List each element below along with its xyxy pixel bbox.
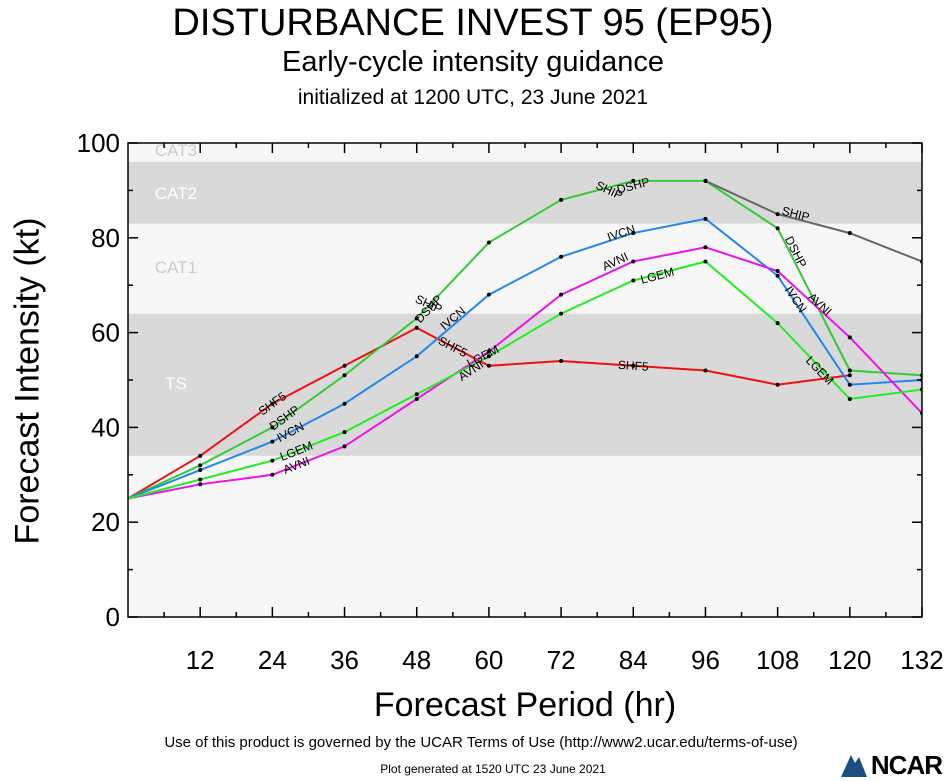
data-point-lgem — [342, 430, 347, 435]
data-point-avni — [486, 349, 491, 354]
data-point-shf5 — [775, 382, 780, 387]
data-point-avni — [414, 396, 419, 401]
data-point-dshp — [414, 316, 419, 321]
chart-subtitle: Early-cycle intensity guidance — [281, 46, 664, 78]
data-point-ship — [775, 212, 780, 217]
y-axis-label: Forecast Intensity (kt) — [8, 217, 47, 545]
series-label-ship: SHIP — [780, 204, 811, 225]
data-point-avni — [775, 268, 780, 273]
plot-generated-time: Plot generated at 1520 UTC 23 June 2021 — [380, 762, 606, 776]
x-tick-label: 84 — [619, 645, 648, 675]
data-point-ivcn — [631, 231, 636, 236]
ncar-logo: NCAR — [839, 749, 943, 780]
data-point-lgem — [775, 321, 780, 326]
x-tick-label: 132 — [900, 645, 943, 675]
series-line-avni — [128, 246, 922, 500]
x-tick-label: 60 — [474, 645, 503, 675]
data-point-shf5 — [847, 373, 852, 378]
data-point-dshp — [270, 425, 275, 430]
data-point-shf5 — [631, 363, 636, 368]
data-point-dshp — [486, 240, 491, 245]
data-point-shf5 — [559, 359, 564, 364]
data-point-dshp — [198, 463, 203, 468]
data-point-lgem — [270, 458, 275, 463]
band-label-cat2: CAT2 — [155, 184, 197, 203]
band-cat3 — [128, 143, 922, 162]
data-point-dshp — [631, 178, 636, 183]
x-tick-label: 12 — [186, 645, 215, 675]
data-point-dshp — [342, 373, 347, 378]
x-tick-label: 48 — [402, 645, 431, 675]
x-tick-label: 24 — [258, 645, 287, 675]
chart-title: DISTURBANCE INVEST 95 (EP95) — [172, 2, 774, 44]
band-ts — [128, 313, 922, 456]
data-point-ivcn — [414, 354, 419, 359]
ncar-logo-icon — [840, 755, 867, 777]
data-point-avni — [847, 335, 852, 340]
data-point-lgem — [847, 396, 852, 401]
data-point-ivcn — [486, 292, 491, 297]
y-tick-label: 0 — [106, 602, 120, 632]
data-point-shf5 — [198, 453, 203, 458]
data-point-shf5 — [342, 363, 347, 368]
data-point-lgem — [559, 311, 564, 316]
ncar-logo-text: NCAR — [870, 749, 943, 780]
data-point-lgem — [703, 259, 708, 264]
series-line-ivcn — [128, 217, 922, 500]
band-label-cat1: CAT1 — [155, 258, 197, 277]
series-line-ship — [705, 179, 922, 263]
data-point-ship — [703, 178, 708, 183]
data-point-dshp — [559, 197, 564, 202]
y-tick-label: 40 — [91, 412, 120, 442]
data-point-lgem — [414, 392, 419, 397]
data-point-avni — [703, 245, 708, 250]
data-point-shf5 — [486, 363, 491, 368]
data-point-dshp — [775, 226, 780, 231]
data-point-avni — [198, 482, 203, 487]
data-point-ship — [847, 231, 852, 236]
data-point-ivcn — [198, 468, 203, 473]
y-tick-label: 80 — [91, 223, 120, 253]
initialization-time: initialized at 1200 UTC, 23 June 2021 — [297, 86, 649, 109]
data-point-lgem — [486, 354, 491, 359]
series-line-lgem — [128, 260, 922, 500]
band-cat1 — [128, 223, 922, 314]
data-point-shf5 — [414, 325, 419, 330]
data-point-ivcn — [847, 382, 852, 387]
data-point-lgem — [631, 278, 636, 283]
data-point-ivcn — [342, 401, 347, 406]
x-tick-label: 96 — [691, 645, 720, 675]
series-label-shf5: SHF5 — [618, 358, 650, 374]
y-tick-label: 100 — [77, 128, 120, 158]
data-point-shf5 — [270, 401, 275, 406]
data-point-ivcn — [775, 273, 780, 278]
band-label-ts: TS — [165, 374, 187, 393]
data-point-avni — [631, 259, 636, 264]
data-point-avni — [270, 472, 275, 477]
data-point-ivcn — [270, 439, 275, 444]
data-point-ivcn — [559, 254, 564, 259]
x-tick-label: 120 — [828, 645, 871, 675]
x-tick-label: 72 — [547, 645, 576, 675]
data-point-shf5 — [703, 368, 708, 373]
data-point-avni — [342, 444, 347, 449]
data-point-avni — [559, 292, 564, 297]
band-label-cat3: CAT3 — [155, 141, 197, 160]
y-tick-label: 60 — [91, 318, 120, 348]
band-cat2 — [128, 161, 922, 224]
data-point-lgem — [198, 477, 203, 482]
x-tick-label: 108 — [756, 645, 799, 675]
series-line-dshp — [128, 179, 922, 500]
y-tick-label: 20 — [91, 507, 120, 537]
data-point-ivcn — [703, 216, 708, 221]
x-axis-label: Forecast Period (hr) — [373, 686, 677, 724]
terms-of-use-notice[interactable]: Use of this product is governed by the U… — [164, 734, 798, 751]
data-point-dshp — [847, 368, 852, 373]
x-tick-label: 36 — [330, 645, 359, 675]
